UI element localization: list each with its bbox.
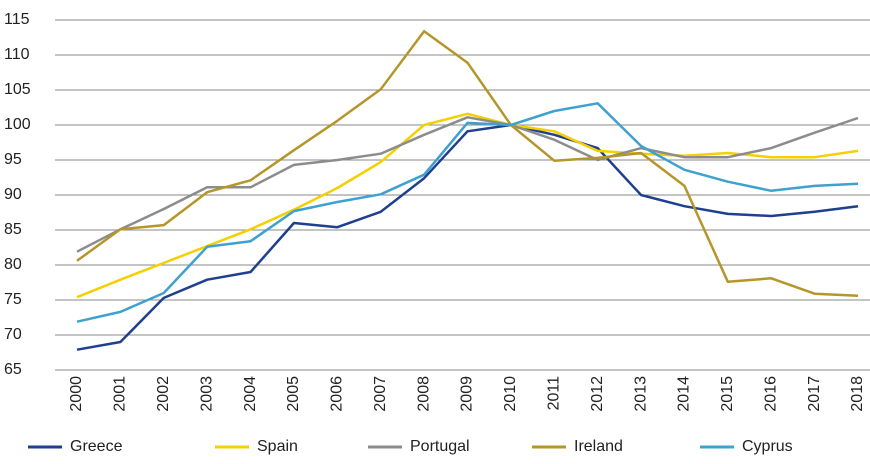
y-tick-label: 80: [4, 256, 22, 273]
series-line: [76, 102, 859, 323]
x-tick-label: 2000: [68, 376, 85, 412]
x-tick-label: 2006: [329, 376, 346, 412]
x-tick-label: 2009: [459, 376, 476, 412]
y-tick-label: 90: [4, 186, 22, 203]
y-tick-label: 95: [4, 151, 22, 168]
legend-label: Spain: [257, 438, 298, 455]
y-tick-label: 65: [4, 361, 22, 378]
x-tick-label: 2018: [849, 376, 866, 412]
legend-label: Ireland: [574, 438, 623, 455]
legend-label: Portugal: [410, 438, 470, 455]
y-tick-label: 105: [4, 81, 31, 98]
x-tick-label: 2016: [762, 376, 779, 412]
x-tick-label: 2010: [502, 376, 519, 412]
x-tick-label: 2003: [198, 376, 215, 412]
y-tick-label: 85: [4, 221, 22, 238]
x-tick-label: 2004: [242, 376, 259, 412]
y-tick-label: 110: [4, 46, 30, 63]
x-tick-label: 2014: [676, 376, 693, 412]
x-tick-label: 2015: [719, 376, 736, 412]
series-line: [76, 112, 859, 299]
series-line: [76, 116, 859, 253]
x-tick-label: 2007: [372, 376, 389, 412]
x-tick-label: 2005: [285, 376, 302, 412]
x-tick-label: 2012: [589, 376, 606, 412]
x-tick-label: 2002: [155, 376, 172, 412]
x-tick-label: 2013: [632, 376, 649, 412]
x-tick-label: 2008: [415, 376, 432, 412]
series-line: [76, 123, 859, 351]
y-tick-label: 70: [4, 326, 22, 343]
legend-label: Greece: [70, 438, 123, 455]
legend-label: Cyprus: [742, 438, 793, 455]
y-tick-label: 75: [4, 291, 22, 308]
x-tick-label: 2001: [112, 376, 129, 412]
y-tick-label: 100: [4, 116, 31, 133]
x-tick-label: 2011: [545, 376, 562, 411]
series-line: [76, 29, 859, 298]
y-tick-label: 115: [4, 11, 30, 28]
x-tick-label: 2017: [806, 376, 823, 412]
